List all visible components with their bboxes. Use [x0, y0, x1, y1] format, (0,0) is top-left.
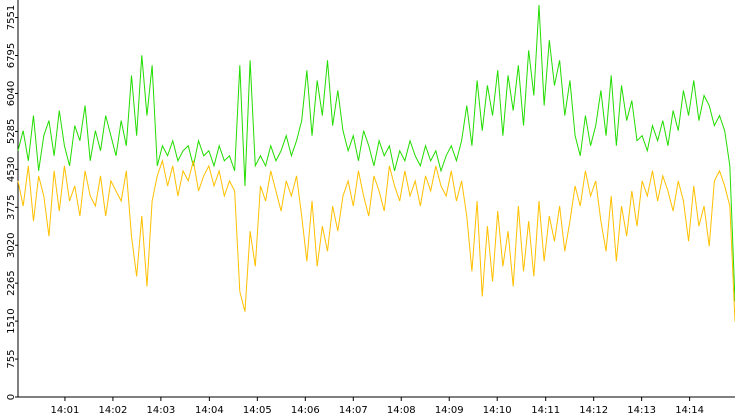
x-tick-label: 14:03 — [146, 405, 175, 415]
y-tick-label: 1510 — [6, 308, 17, 333]
series-line — [17, 158, 735, 322]
x-tick-label: 14:04 — [195, 405, 224, 415]
y-tick-label: 6040 — [6, 81, 17, 106]
x-tick-label: 14:12 — [579, 405, 608, 415]
y-tick-label: 755 — [6, 350, 17, 369]
x-tick-label: 14:07 — [339, 405, 368, 415]
x-tick-label: 14:13 — [627, 405, 656, 415]
y-tick-label: 5285 — [6, 119, 17, 144]
x-tick-label: 14:08 — [387, 405, 416, 415]
series-line — [17, 5, 735, 302]
y-tick-label: 7551 — [6, 5, 17, 30]
x-tick-label: 14:11 — [531, 405, 560, 415]
y-tick-label: 3020 — [6, 233, 17, 258]
x-tick-label: 14:10 — [483, 405, 512, 415]
x-tick-label: 14:14 — [675, 405, 704, 415]
y-tick-label: 4530 — [6, 157, 17, 182]
y-tick-label: 2265 — [6, 270, 17, 295]
x-tick-label: 14:01 — [51, 405, 80, 415]
x-tick-label: 14:05 — [243, 405, 272, 415]
y-tick-label: 0 — [6, 394, 17, 400]
x-tick-label: 14:02 — [98, 405, 127, 415]
y-tick-label: 6795 — [6, 43, 17, 68]
x-tick-label: 14:09 — [435, 405, 464, 415]
y-tick-label: 3775 — [6, 195, 17, 220]
x-tick-label: 14:06 — [291, 405, 320, 415]
